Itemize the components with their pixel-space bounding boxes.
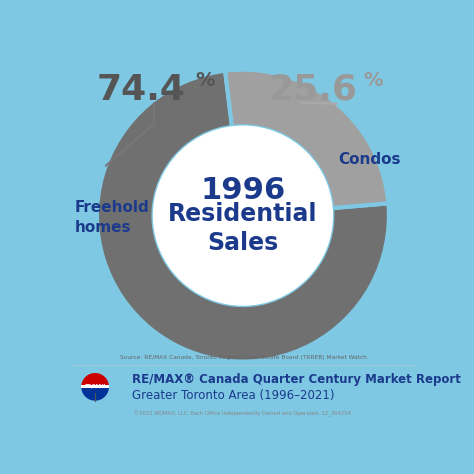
- Text: 74.4: 74.4: [97, 73, 186, 107]
- Text: ©2022 RE/MAX, LLC. Each Office Independently Owned and Operated. 22_304254: ©2022 RE/MAX, LLC. Each Office Independe…: [135, 410, 351, 417]
- Text: Freehold
homes: Freehold homes: [75, 200, 150, 235]
- Text: 25.6: 25.6: [268, 73, 357, 107]
- Bar: [81, 384, 109, 388]
- Text: RE/MAX® Canada Quarter Century Market Report: RE/MAX® Canada Quarter Century Market Re…: [132, 374, 460, 386]
- Text: Residential: Residential: [168, 202, 318, 226]
- Text: 1996: 1996: [201, 175, 285, 205]
- Text: %: %: [195, 71, 215, 90]
- Text: Condos: Condos: [338, 152, 401, 166]
- Wedge shape: [81, 387, 109, 401]
- Text: Source: RE/MAX Canada, Toronto Regional Real Estate Board (TRREB) Market Watch: Source: RE/MAX Canada, Toronto Regional …: [119, 356, 366, 361]
- Wedge shape: [97, 71, 389, 362]
- Circle shape: [154, 126, 332, 305]
- Wedge shape: [81, 373, 109, 387]
- Text: %: %: [364, 71, 383, 90]
- Wedge shape: [225, 70, 388, 208]
- Text: Greater Toronto Area (1996–2021): Greater Toronto Area (1996–2021): [132, 389, 334, 402]
- Text: Sales: Sales: [207, 231, 279, 255]
- Text: RE/MAX: RE/MAX: [84, 383, 106, 389]
